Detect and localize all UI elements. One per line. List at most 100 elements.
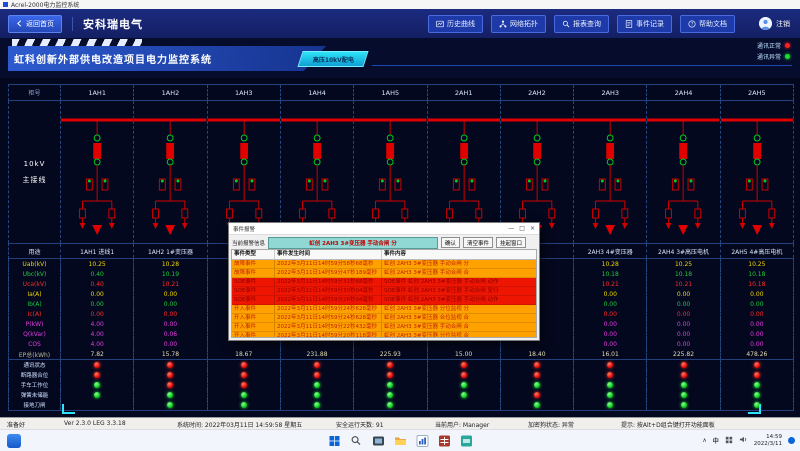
value-cell: 0.40	[61, 279, 135, 289]
back-home-button[interactable]: 返回首页	[8, 14, 62, 33]
value-cell: 15.78	[134, 349, 208, 359]
value-cell: 0.00	[647, 289, 721, 299]
notification-badge[interactable]	[788, 437, 795, 444]
status-cell	[281, 370, 355, 380]
current-alarm-field: 虹创 2AH3 3#变压器 手动合闸 分	[268, 236, 439, 249]
event-row-5[interactable]: SOE事件 2022年3月11日14时59分26秒04毫秒 SOE事件 虹创 2AH…	[232, 296, 536, 305]
event-row-8[interactable]: 开入事件 2022年3月11日14时59分22秒432毫秒 虹创 2AH3 3#变压…	[232, 323, 536, 332]
value-cell: 0.00	[721, 319, 794, 329]
start-icon[interactable]	[328, 434, 341, 447]
indicator-label: 通讯异常	[756, 54, 781, 61]
dialog-maximize-button[interactable]: □	[519, 225, 525, 232]
status-dot-red	[680, 372, 687, 378]
clear-events-button[interactable]: 清空事件	[463, 237, 494, 248]
value-cell: 0.00	[721, 339, 794, 349]
status-cell	[647, 380, 721, 390]
confirm-button[interactable]: 确认	[441, 237, 461, 248]
status-cell	[574, 390, 648, 400]
system-tray: ∧ 中 14:59 2022/3/11	[702, 434, 795, 447]
event-row-2[interactable]: 故障事件 2022年3月11日14时59分47秒189毫秒 虹创 2AH3 3#变压…	[232, 269, 536, 278]
event-type: 开入事件	[232, 323, 275, 331]
chart-app-icon[interactable]	[416, 434, 429, 447]
tab-hv-10kv[interactable]: 高压10kV配电	[297, 51, 369, 67]
nav-button-3[interactable]: 报表查询	[554, 14, 609, 33]
value-cell: 231.88	[281, 349, 355, 359]
feeder-diagram-2AH4[interactable]	[647, 101, 721, 243]
status-dot-green	[607, 402, 614, 408]
report-search-icon	[562, 20, 570, 28]
value-cell: 15.00	[428, 349, 501, 359]
statusbar-item-2: Ver 2.3.0 LEG 3.3.18	[64, 419, 126, 427]
feeder-diagram-2AH3[interactable]	[574, 101, 648, 243]
event-content: SOE事件 虹创 2AH3 3#变压器 手动分闸 动作	[384, 297, 499, 303]
taskbar-clock[interactable]: 14:59 2022/3/11	[754, 434, 782, 447]
hazard-stripes-decoration	[12, 39, 142, 46]
value-cell: 0.00	[134, 289, 208, 299]
event-row-9[interactable]: 开入事件 2022年3月11日14时59分20秒118毫秒 虹创 2AH3 3#变压…	[232, 332, 536, 337]
event-table-header: 事件类型 事件发生时间 事件内容	[232, 250, 536, 260]
event-row-1[interactable]: 故障事件 2022年3月11日14时59分58秒68毫秒 虹创 2AH3 3#变压器…	[232, 260, 536, 269]
nav-button-1[interactable]: 历史曲线	[428, 14, 483, 33]
value-cell: 10.25	[61, 259, 135, 269]
suspend-window-button[interactable]: 挂起窗口	[496, 237, 527, 248]
status-cell	[281, 380, 355, 390]
value-cell: 10.18	[721, 279, 794, 289]
status-dot-red	[607, 362, 614, 368]
nav-button-2[interactable]: 网络拓扑	[491, 14, 546, 33]
status-dot-red	[167, 382, 174, 388]
value-cell: 0.00	[134, 309, 208, 319]
event-content: 虹创 2AH3 3#变压器 合位监视 合	[384, 315, 469, 321]
status-cell	[721, 400, 794, 410]
dialog-titlebar[interactable]: 事件报警 — □ ×	[229, 223, 539, 235]
event-content: 虹创 2AH3 3#变压器 分位监视 分	[384, 306, 469, 312]
teal-app-icon[interactable]	[460, 434, 473, 447]
value-cell: 0.00	[721, 329, 794, 339]
feeder-diagram-1AH2[interactable]	[134, 101, 208, 243]
value-cell: 0.00	[134, 299, 208, 309]
event-row-7[interactable]: 开入事件 2022年3月11日14时59分24秒628毫秒 虹创 2AH3 3#变压…	[232, 314, 536, 323]
nav-button-4[interactable]: 事件记录	[617, 14, 672, 33]
event-row-6[interactable]: 开入事件 2022年3月11日14时59分24秒628毫秒 虹创 2AH3 3#变压…	[232, 305, 536, 314]
app-dark-icon[interactable]	[372, 434, 385, 447]
cabinet-header-1AH3: 1AH3	[208, 85, 281, 100]
event-time: 2022年3月11日14时59分22秒432毫秒	[275, 323, 382, 331]
user-avatar[interactable]	[759, 17, 772, 30]
dialog-minimize-button[interactable]: —	[508, 225, 515, 232]
pinned-app-icon[interactable]	[7, 433, 21, 448]
status-row-1: 通讯状态	[8, 360, 794, 370]
status-cell	[501, 390, 575, 400]
search-icon[interactable]	[350, 434, 363, 447]
status-cell	[574, 400, 648, 410]
feeder-diagram-1AH1[interactable]	[61, 101, 135, 243]
status-cell	[647, 370, 721, 380]
nav-button-5[interactable]: ? 帮助文档	[680, 14, 735, 33]
comm-indicator-2: 通讯异常	[757, 52, 790, 61]
ime-indicator[interactable]: 中	[712, 438, 719, 445]
tray-chevron-icon[interactable]: ∧	[702, 437, 707, 444]
event-time: 2022年3月11日14时59分30秒04毫秒	[275, 287, 382, 295]
status-dot-red	[533, 372, 540, 378]
status-dot-red	[314, 362, 321, 368]
dialog-close-button[interactable]: ×	[529, 225, 535, 232]
event-alarm-dialog: 事件报警 — □ × 当前报警信息 虹创 2AH3 3#变压器 手动合闸 分 确认 …	[228, 222, 540, 341]
status-cell	[501, 380, 575, 390]
value-cell: 18.40	[501, 349, 575, 359]
status-dot-green	[607, 392, 614, 398]
indicator-dot	[785, 43, 790, 48]
comm-indicators: 通讯正常 通讯异常	[757, 41, 790, 61]
cabinet-header-2AH1: 2AH1	[428, 85, 501, 100]
volume-icon[interactable]	[739, 435, 748, 446]
event-time: 2022年3月11日14时59分20秒118毫秒	[275, 332, 382, 337]
event-type: SOE事件	[232, 287, 275, 295]
logout-button[interactable]: 注销	[776, 19, 790, 28]
status-cell	[574, 360, 648, 370]
feeder-diagram-2AH5[interactable]	[720, 101, 794, 243]
touch-keyboard-icon[interactable]	[725, 436, 733, 446]
value-cell: 4.00	[61, 339, 135, 349]
status-row-3: 手车工作位	[8, 380, 794, 390]
red-app-icon[interactable]	[438, 434, 451, 447]
header-divider	[72, 16, 73, 31]
file-explorer-icon[interactable]	[394, 434, 407, 447]
event-row-4[interactable]: SOE事件 2022年3月11日14时59分30秒04毫秒 SOE事件 虹创 2AH…	[232, 287, 536, 296]
event-row-3[interactable]: SOE事件 2022年3月11日14时59分31秒68毫秒 SOE事件 虹创 2AH…	[232, 278, 536, 287]
